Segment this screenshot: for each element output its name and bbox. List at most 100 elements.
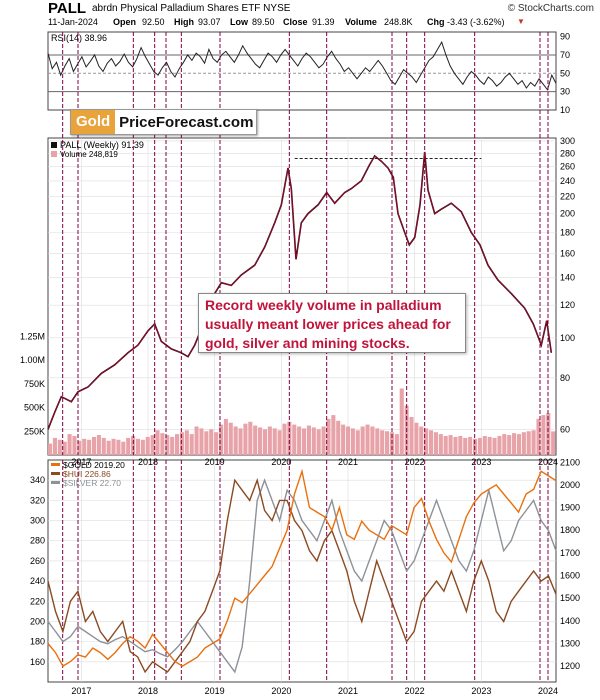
gold-x-label: 2020 <box>271 686 291 696</box>
volume-bar <box>438 434 443 455</box>
gold-right-tick-label: 2100 <box>560 457 580 467</box>
logo-gold-text: Gold <box>71 110 116 134</box>
volume-bar <box>502 434 507 455</box>
volume-bar <box>155 430 160 455</box>
volume-bar <box>238 428 243 455</box>
volume-bar <box>482 436 487 455</box>
volume-bar <box>165 435 170 455</box>
pall-tick-label: 180 <box>560 227 575 237</box>
volume-bar <box>326 418 331 455</box>
volume-bar <box>150 435 155 455</box>
logo-site-text: PriceForecast.com <box>119 113 254 131</box>
volume-tick-label: 750K <box>24 379 45 389</box>
rsi-panel-frame <box>47 31 557 111</box>
volume-bar <box>189 434 194 455</box>
volume-bar <box>345 426 351 455</box>
volume-bar <box>262 429 268 455</box>
gold-right-tick-label: 1200 <box>560 661 580 671</box>
volume-bar <box>443 436 448 455</box>
volume-value: 248.8K <box>384 17 413 27</box>
volume-bar <box>336 420 341 455</box>
pall-tick-label: 80 <box>560 373 570 383</box>
volume-bar <box>365 424 370 455</box>
pall-tick-label: 160 <box>560 249 575 259</box>
pall-legend-swatch <box>51 142 57 148</box>
volume-bar <box>131 436 136 455</box>
volume-bar <box>126 437 131 455</box>
gold-right-tick-label: 1400 <box>560 616 580 626</box>
annotation-box: Record weekly volume in palladium usuall… <box>198 293 466 353</box>
volume-bar <box>458 436 463 455</box>
volume-bar <box>258 427 263 455</box>
series-line-gold <box>47 468 557 668</box>
volume-bar <box>331 415 336 455</box>
gold-x-label: 2024 <box>538 686 558 696</box>
volume-bar <box>497 436 502 455</box>
rsi-legend: RSI(14) 38.96 <box>51 33 107 43</box>
high-value: 93.07 <box>198 17 221 27</box>
volume-bar <box>448 435 453 455</box>
gold-left-tick-label: 320 <box>30 495 45 505</box>
volume-bar <box>135 438 141 455</box>
volume-bar <box>477 437 482 455</box>
open-label: Open <box>113 17 137 27</box>
volume-bar <box>302 428 307 455</box>
volume-bar <box>360 426 365 455</box>
title-row: PALL abrdn Physical Palladium Shares ETF… <box>0 0 600 18</box>
volume-bar <box>48 443 53 455</box>
pall-tick-label: 140 <box>560 273 575 283</box>
volume-bar <box>116 439 121 455</box>
pall-tick-label: 100 <box>560 333 575 343</box>
brand-credit[interactable]: © StockCharts.com <box>507 3 594 14</box>
volume-bar <box>91 436 97 455</box>
gold-left-tick-label: 280 <box>30 536 45 546</box>
volume-bar <box>67 434 72 455</box>
volume-bar <box>463 437 468 455</box>
rsi-tick-label: 30 <box>560 87 570 97</box>
volume-legend-swatch <box>51 151 57 157</box>
pall-tick-label: 200 <box>560 209 575 219</box>
pall-tick-label: 220 <box>560 192 575 202</box>
volume-bar <box>487 436 492 455</box>
gold-right-tick-label: 1600 <box>560 571 580 581</box>
volume-bar <box>218 424 224 455</box>
volume-bar <box>492 437 497 455</box>
gold-left-tick-label: 220 <box>30 596 45 606</box>
fund-name: abrdn Physical Palladium Shares ETF NYSE <box>92 3 291 14</box>
volume-tick-label: 500K <box>24 403 45 413</box>
volume-bar <box>282 423 287 455</box>
volume-bar <box>355 430 360 455</box>
gold-x-label: 2022 <box>405 686 425 696</box>
volume-bar <box>316 429 321 455</box>
gold-left-tick-label: 180 <box>30 637 45 647</box>
volume-bar <box>170 436 175 455</box>
rsi-line <box>47 40 557 91</box>
gold-right-tick-label: 1300 <box>560 638 580 648</box>
rsi-tick-label: 70 <box>560 50 570 60</box>
volume-bar <box>468 436 473 455</box>
volume-bar <box>375 428 380 455</box>
volume-bar <box>321 426 326 455</box>
gold-legend-swatch <box>51 463 60 466</box>
volume-bar <box>370 426 375 455</box>
gold-x-label: 2018 <box>138 686 158 696</box>
volume-bar <box>243 423 248 455</box>
volume-bar <box>536 418 541 455</box>
volume-bar <box>424 428 429 455</box>
volume-bar <box>62 441 67 455</box>
pall-tick-label: 300 <box>560 136 575 146</box>
goldpriceforecast-logo: Gold PriceForecast.com <box>70 109 257 135</box>
volume-bar <box>228 422 233 455</box>
volume-bar <box>145 436 150 455</box>
pall-legend: PALL (Weekly) 91.39 <box>60 140 144 150</box>
volume-bar <box>121 441 126 455</box>
gold-right-tick-label: 1800 <box>560 525 580 535</box>
rsi-tick-label: 50 <box>560 68 570 78</box>
volume-bar <box>399 388 404 455</box>
volume-bar <box>52 437 57 455</box>
pall-tick-label: 240 <box>560 176 575 186</box>
pall-price-line-overlay <box>47 151 552 430</box>
volume-bar <box>350 428 355 455</box>
volume-bar <box>433 432 438 455</box>
volume-bar <box>385 431 390 455</box>
